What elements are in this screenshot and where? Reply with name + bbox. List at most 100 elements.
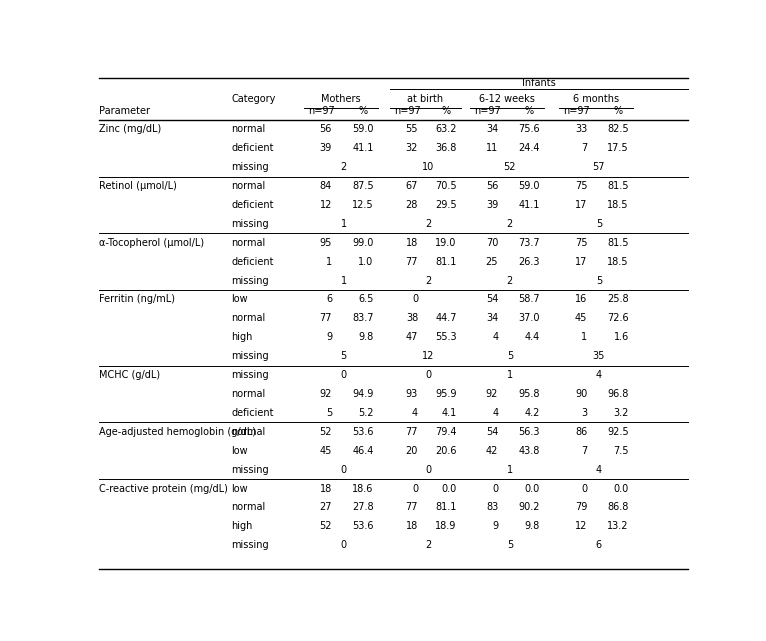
Text: 92: 92	[319, 389, 332, 399]
Text: Mothers: Mothers	[321, 94, 361, 104]
Text: 90: 90	[575, 389, 588, 399]
Text: 7: 7	[581, 143, 588, 153]
Text: 54: 54	[486, 294, 498, 304]
Text: 4: 4	[412, 408, 418, 418]
Text: deficient: deficient	[231, 143, 273, 153]
Text: 42: 42	[486, 445, 498, 456]
Text: 54: 54	[486, 427, 498, 437]
Text: normal: normal	[231, 238, 265, 248]
Text: 7: 7	[581, 445, 588, 456]
Text: 95.9: 95.9	[435, 389, 457, 399]
Text: at birth: at birth	[408, 94, 444, 104]
Text: 79: 79	[575, 503, 588, 512]
Text: 70: 70	[486, 238, 498, 248]
Text: 19.0: 19.0	[435, 238, 457, 248]
Text: normal: normal	[231, 313, 265, 323]
Text: 84: 84	[319, 181, 332, 191]
Text: 55.3: 55.3	[435, 332, 457, 342]
Text: n=97: n=97	[474, 106, 501, 117]
Text: 0: 0	[581, 483, 588, 494]
Text: 34: 34	[486, 313, 498, 323]
Text: 0: 0	[412, 294, 418, 304]
Text: 56: 56	[486, 181, 498, 191]
Text: 3: 3	[581, 408, 588, 418]
Text: 41.1: 41.1	[519, 200, 540, 210]
Text: 28: 28	[406, 200, 418, 210]
Text: Retinol (μmol/L): Retinol (μmol/L)	[99, 181, 177, 191]
Text: Age-adjusted hemoglobin (g/dL): Age-adjusted hemoglobin (g/dL)	[99, 427, 256, 437]
Text: 52: 52	[319, 521, 332, 531]
Text: 1: 1	[507, 465, 513, 474]
Text: 6 months: 6 months	[573, 94, 619, 104]
Text: 1.0: 1.0	[358, 256, 374, 267]
Text: 45: 45	[319, 445, 332, 456]
Text: 26.3: 26.3	[519, 256, 540, 267]
Text: deficient: deficient	[231, 256, 273, 267]
Text: n=97: n=97	[308, 106, 335, 117]
Text: 27: 27	[319, 503, 332, 512]
Text: 3.2: 3.2	[614, 408, 629, 418]
Text: 6.5: 6.5	[358, 294, 374, 304]
Text: 86: 86	[575, 427, 588, 437]
Text: 4: 4	[492, 332, 498, 342]
Text: 47: 47	[406, 332, 418, 342]
Text: 36.8: 36.8	[435, 143, 457, 153]
Text: missing: missing	[231, 465, 269, 474]
Text: 81.5: 81.5	[607, 181, 629, 191]
Text: 83: 83	[486, 503, 498, 512]
Text: 25.8: 25.8	[607, 294, 629, 304]
Text: missing: missing	[231, 162, 269, 172]
Text: 27.8: 27.8	[352, 503, 374, 512]
Text: 53.6: 53.6	[352, 521, 374, 531]
Text: 0: 0	[341, 465, 347, 474]
Text: 6: 6	[326, 294, 332, 304]
Text: 18.5: 18.5	[607, 200, 629, 210]
Text: 0: 0	[341, 370, 347, 380]
Text: 18.9: 18.9	[435, 521, 457, 531]
Text: 0: 0	[425, 465, 431, 474]
Text: 92.5: 92.5	[607, 427, 629, 437]
Text: 0.0: 0.0	[441, 483, 457, 494]
Text: 2: 2	[425, 276, 431, 285]
Text: 75.6: 75.6	[518, 124, 540, 135]
Text: low: low	[231, 483, 247, 494]
Text: 18: 18	[406, 521, 418, 531]
Text: 81.1: 81.1	[435, 256, 457, 267]
Text: 9.8: 9.8	[358, 332, 374, 342]
Text: deficient: deficient	[231, 408, 273, 418]
Text: 81.1: 81.1	[435, 503, 457, 512]
Text: 53.6: 53.6	[352, 427, 374, 437]
Text: missing: missing	[231, 276, 269, 285]
Text: 0: 0	[492, 483, 498, 494]
Text: 16: 16	[575, 294, 588, 304]
Text: %: %	[441, 106, 450, 117]
Text: α-Tocopherol (μmol/L): α-Tocopherol (μmol/L)	[99, 238, 204, 248]
Text: 17.5: 17.5	[607, 143, 629, 153]
Text: 45: 45	[575, 313, 588, 323]
Text: 1.6: 1.6	[614, 332, 629, 342]
Text: 72.6: 72.6	[607, 313, 629, 323]
Text: 13.2: 13.2	[607, 521, 629, 531]
Text: low: low	[231, 294, 247, 304]
Text: 1: 1	[581, 332, 588, 342]
Text: 34: 34	[486, 124, 498, 135]
Text: 20: 20	[406, 445, 418, 456]
Text: 46.4: 46.4	[352, 445, 374, 456]
Text: 95: 95	[319, 238, 332, 248]
Text: 29.5: 29.5	[435, 200, 457, 210]
Text: 82.5: 82.5	[607, 124, 629, 135]
Text: deficient: deficient	[231, 200, 273, 210]
Text: 52: 52	[503, 162, 516, 172]
Text: normal: normal	[231, 427, 265, 437]
Text: 93: 93	[406, 389, 418, 399]
Text: 5: 5	[340, 351, 347, 361]
Text: 9: 9	[326, 332, 332, 342]
Text: 59.0: 59.0	[352, 124, 374, 135]
Text: 94.9: 94.9	[352, 389, 374, 399]
Text: 5: 5	[596, 219, 602, 229]
Text: 18: 18	[319, 483, 332, 494]
Text: 24.4: 24.4	[519, 143, 540, 153]
Text: 55: 55	[406, 124, 418, 135]
Text: 43.8: 43.8	[519, 445, 540, 456]
Text: 75: 75	[574, 238, 588, 248]
